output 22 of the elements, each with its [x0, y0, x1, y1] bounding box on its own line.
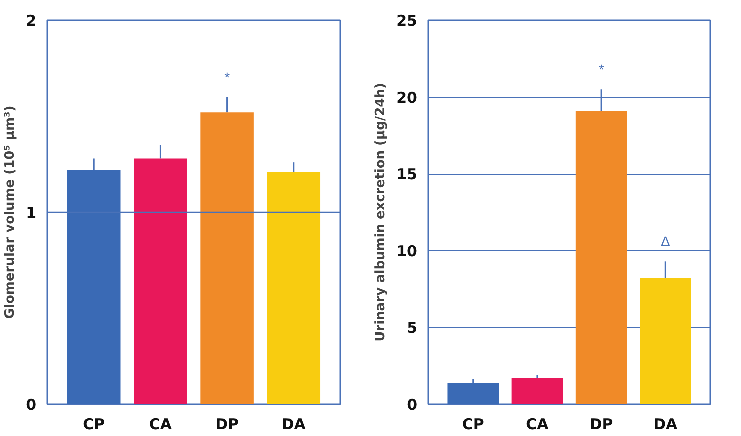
y-tick-label: 0: [26, 396, 36, 414]
y-tick-label: 0: [407, 396, 418, 414]
annotation: Δ: [660, 234, 670, 250]
x-tick-label: CP: [462, 416, 484, 434]
x-tick-label: CA: [526, 416, 550, 434]
y-axis-title: Urinary albumin excretion (µg/24h): [374, 83, 389, 342]
x-tick-label: CP: [83, 416, 106, 434]
y-tick-label: 25: [396, 12, 418, 30]
x-tick-label: DA: [654, 416, 678, 434]
y-tick-label: 15: [396, 166, 418, 184]
x-tick-label: DP: [216, 416, 240, 434]
x-tick-label: DA: [282, 416, 306, 434]
y-tick-label: 10: [396, 242, 418, 260]
annotation: *: [598, 62, 605, 78]
y-axis-title: Glomerular volume (10⁵ µm³): [3, 106, 18, 320]
y-tick-label: 2: [26, 12, 36, 30]
y-tick-label: 1: [26, 204, 36, 222]
x-tick-label: CA: [149, 416, 172, 434]
y-tick-label: 5: [407, 319, 418, 338]
y-tick-label: 20: [396, 88, 418, 107]
annotation: *: [224, 69, 231, 86]
x-tick-label: DP: [590, 416, 614, 434]
